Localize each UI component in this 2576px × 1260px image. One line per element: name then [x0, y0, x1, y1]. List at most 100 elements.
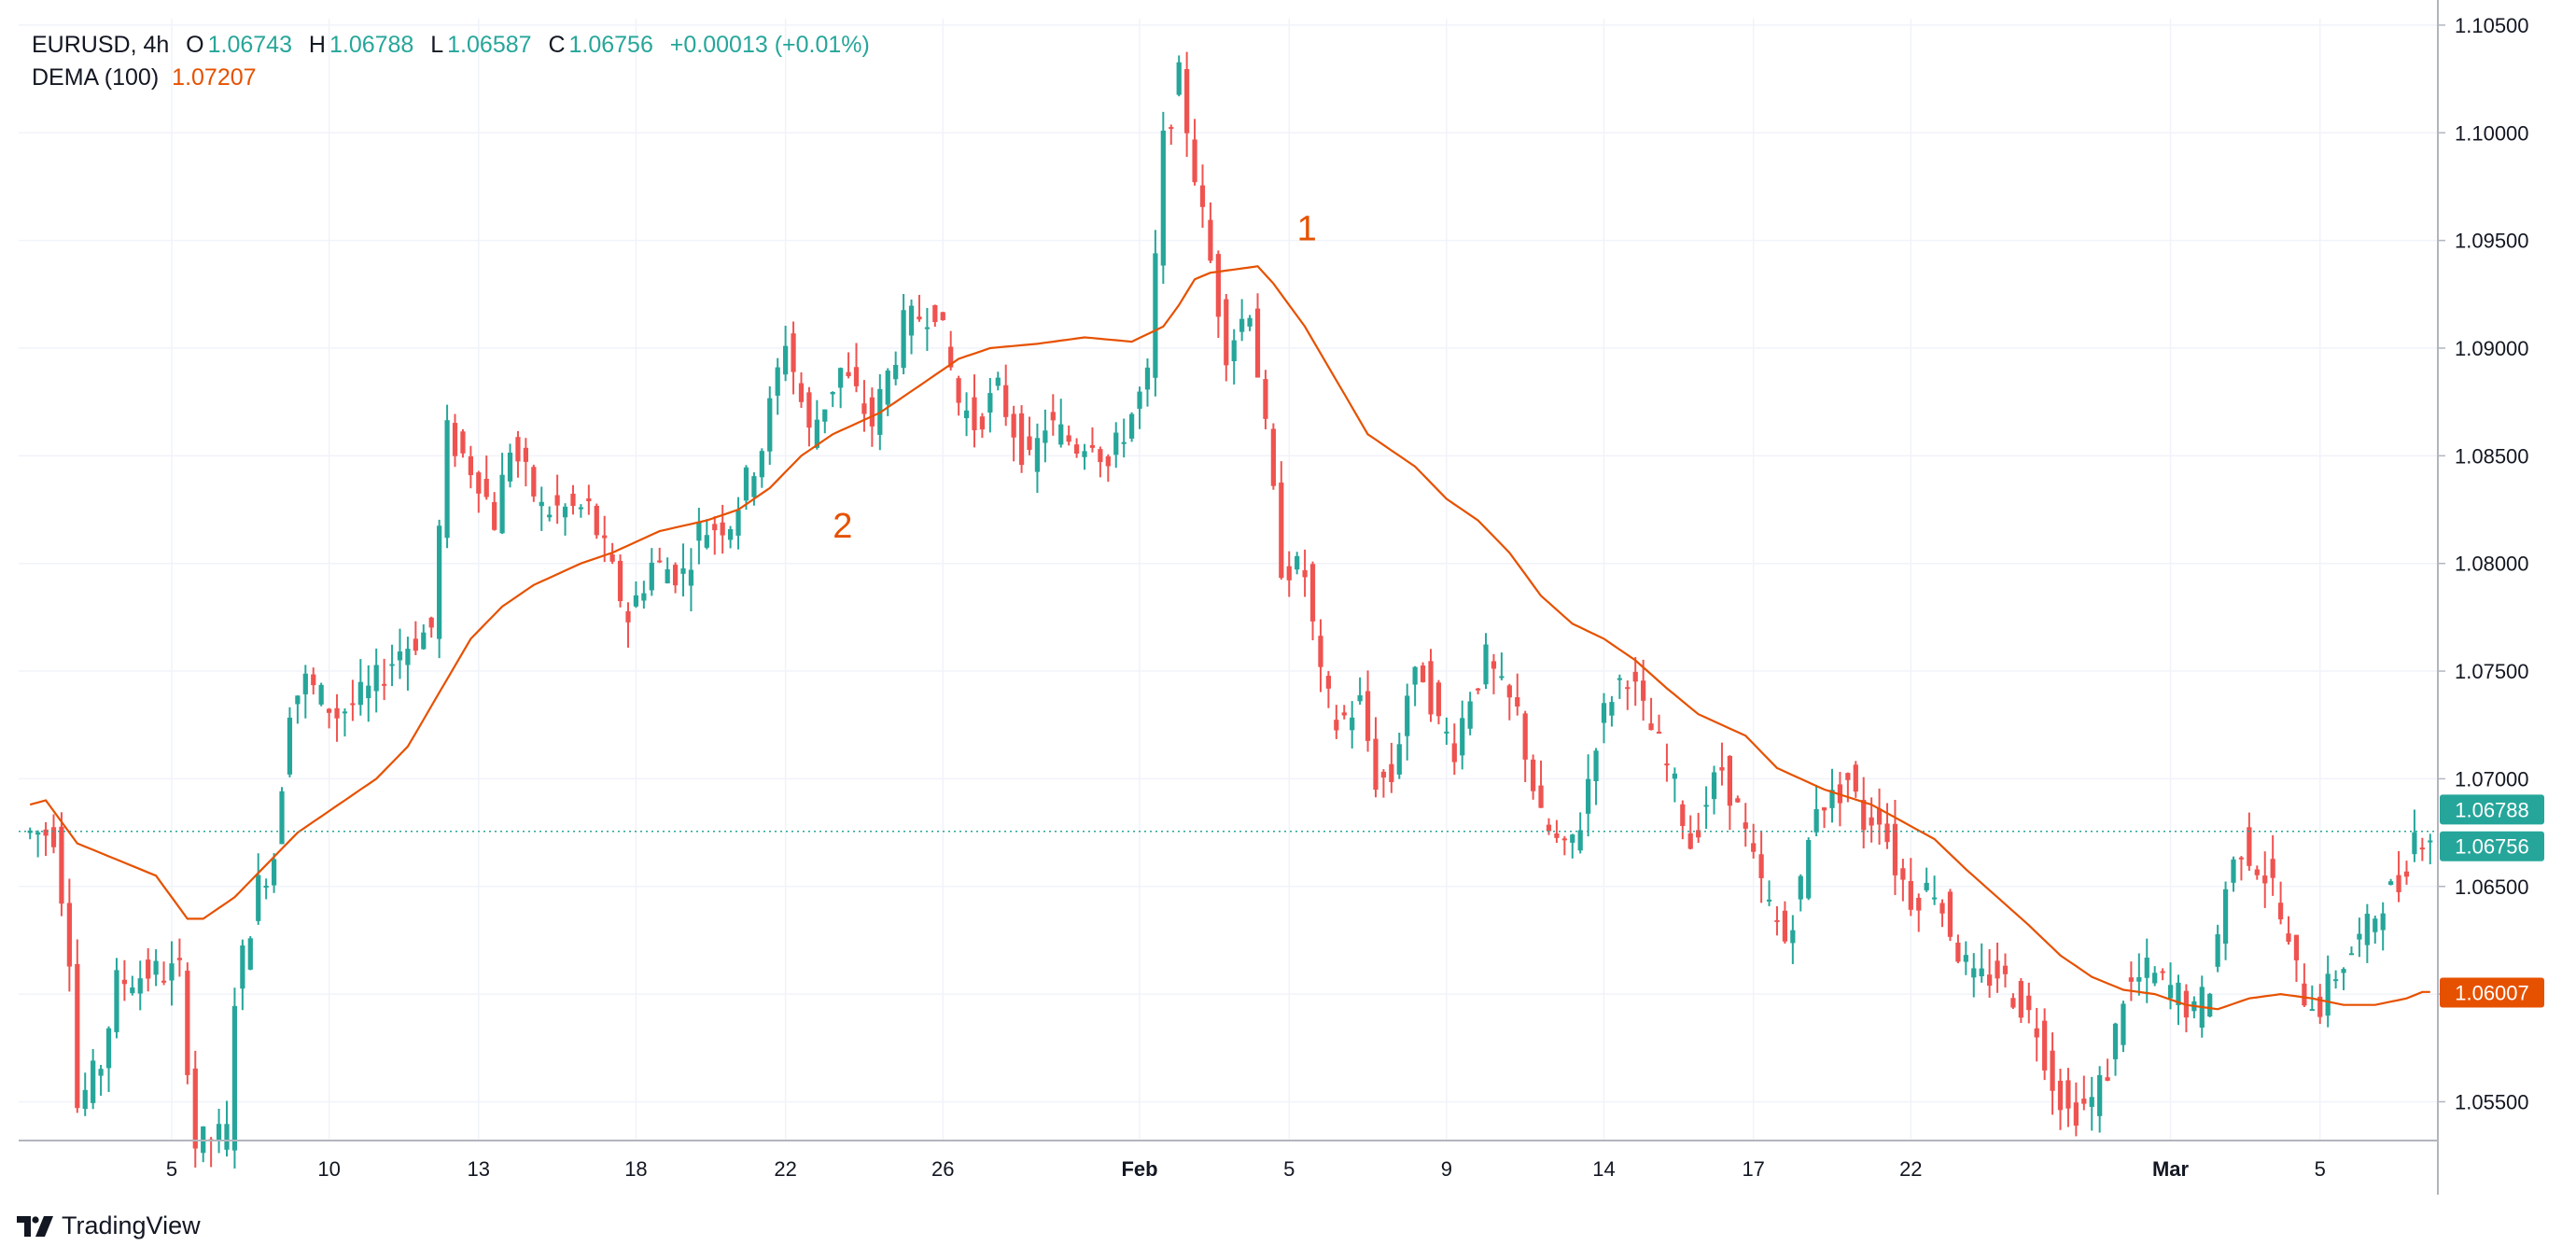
candle-body[interactable] [665, 568, 670, 584]
candle-body[interactable] [2357, 933, 2362, 940]
candle-body[interactable] [1380, 771, 1387, 778]
candle-body[interactable] [814, 419, 819, 448]
candle-body[interactable] [1491, 661, 1497, 669]
candle-body[interactable] [2121, 1003, 2126, 1045]
candle-body[interactable] [2419, 847, 2425, 850]
candle-body[interactable] [50, 827, 57, 847]
candle-body[interactable] [586, 497, 592, 502]
candle-body[interactable] [2097, 1074, 2103, 1116]
candle-body[interactable] [578, 507, 584, 510]
candle-body[interactable] [146, 959, 151, 979]
candle-body[interactable] [735, 510, 741, 536]
candle-body[interactable] [413, 638, 418, 651]
candle-body[interactable] [853, 367, 860, 386]
candle-body[interactable] [609, 554, 615, 562]
candle-body[interactable] [901, 310, 906, 369]
candle-body[interactable] [1506, 685, 1512, 698]
candle-body[interactable] [547, 514, 553, 518]
candle-body[interactable] [956, 378, 961, 403]
candle-body[interactable] [373, 665, 379, 692]
candle-body[interactable] [492, 501, 497, 530]
candle-body[interactable] [1664, 763, 1670, 766]
candle-body[interactable] [311, 674, 316, 686]
candle-body[interactable] [287, 717, 293, 775]
candle-body[interactable] [2144, 958, 2149, 978]
candle-body[interactable] [1766, 899, 1772, 902]
candle-body[interactable] [1263, 379, 1268, 419]
candle-body[interactable] [2105, 1077, 2110, 1081]
candle-body[interactable] [507, 452, 513, 482]
candle-body[interactable] [1892, 823, 1898, 875]
candle-body[interactable] [389, 664, 395, 666]
candle-body[interactable] [1995, 960, 2000, 979]
candle-body[interactable] [554, 495, 560, 506]
candle-body[interactable] [1144, 367, 1151, 390]
candle-body[interactable] [1625, 687, 1631, 690]
candle-body[interactable] [1971, 968, 1977, 978]
candle-body[interactable] [2317, 996, 2323, 1017]
candle-body[interactable] [192, 1068, 198, 1149]
candle-body[interactable] [240, 945, 245, 989]
candle-body[interactable] [334, 707, 340, 719]
candle-body[interactable] [1711, 772, 1717, 800]
candle-body[interactable] [759, 451, 764, 478]
candle-body[interactable] [1018, 413, 1025, 466]
candle-body[interactable] [1908, 880, 1913, 910]
candle-body[interactable] [279, 791, 285, 845]
candle-body[interactable] [1916, 897, 1922, 911]
candle-body[interactable] [822, 409, 828, 422]
candle-body[interactable] [176, 958, 183, 960]
candle-body[interactable] [1027, 436, 1032, 450]
candle-body[interactable] [1570, 834, 1575, 843]
candle-body[interactable] [1641, 680, 1646, 701]
candle-body[interactable] [1884, 823, 1890, 843]
candle-body[interactable] [1538, 785, 1544, 808]
candle-body[interactable] [35, 832, 41, 835]
candle-body[interactable] [2034, 1028, 2039, 1038]
candle-body[interactable] [1554, 833, 1560, 838]
candle-body[interactable] [1365, 691, 1371, 741]
candle-body[interactable] [2160, 971, 2165, 973]
candle-body[interactable] [130, 987, 135, 994]
candle-body[interactable] [1066, 435, 1071, 442]
candle-body[interactable] [633, 595, 639, 607]
candle-body[interactable] [216, 1124, 222, 1141]
candle-body[interactable] [1034, 438, 1041, 472]
candle-body[interactable] [499, 474, 505, 534]
candle-body[interactable] [2089, 1097, 2094, 1107]
candle-body[interactable] [2081, 1099, 2087, 1104]
candle-body[interactable] [885, 371, 890, 405]
candle-body[interactable] [1247, 317, 1253, 327]
candle-body[interactable] [2222, 889, 2229, 945]
candle-body[interactable] [1098, 449, 1103, 463]
candle-body[interactable] [1758, 854, 1764, 878]
candle-body[interactable] [1632, 671, 1638, 682]
candle-body[interactable] [397, 651, 403, 661]
candle-body[interactable] [2057, 1080, 2064, 1111]
candle-body[interactable] [1861, 800, 1867, 831]
candle-body[interactable] [1357, 694, 1363, 702]
candle-body[interactable] [1043, 430, 1048, 443]
candle-body[interactable] [1058, 424, 1064, 445]
candle-body[interactable] [1428, 661, 1434, 715]
candle-body[interactable] [2215, 934, 2220, 967]
candle-body[interactable] [680, 567, 686, 574]
candle-body[interactable] [672, 565, 679, 586]
candle-body[interactable] [1412, 666, 1418, 685]
candle-body[interactable] [972, 397, 977, 430]
candle-body[interactable] [2238, 857, 2245, 860]
candle-body[interactable] [357, 681, 363, 706]
candle-body[interactable] [1302, 570, 1308, 578]
candle-body[interactable] [405, 649, 411, 665]
candle-body[interactable] [1593, 750, 1599, 781]
candle-body[interactable] [1931, 897, 1938, 900]
candle-body[interactable] [932, 304, 938, 323]
candle-body[interactable] [2073, 1102, 2079, 1127]
candle-body[interactable] [594, 505, 599, 536]
candle-body[interactable] [1900, 868, 1906, 880]
candle-body[interactable] [743, 467, 749, 501]
candle-body[interactable] [625, 610, 631, 623]
candle-body[interactable] [1947, 891, 1953, 937]
candle-body[interactable] [1751, 843, 1757, 852]
candle-body[interactable] [798, 383, 805, 402]
